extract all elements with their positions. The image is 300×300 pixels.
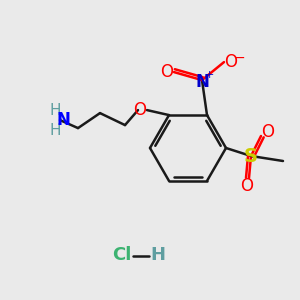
Text: O: O: [262, 123, 275, 141]
Text: N: N: [195, 73, 209, 91]
Text: H: H: [49, 123, 61, 138]
Text: O: O: [224, 53, 238, 71]
Text: O: O: [160, 63, 173, 81]
Text: H: H: [151, 246, 166, 264]
Text: −: −: [233, 51, 245, 65]
Text: N: N: [56, 111, 70, 129]
Text: O: O: [134, 101, 146, 119]
Text: +: +: [204, 70, 214, 80]
Text: H: H: [49, 103, 61, 118]
Text: Cl: Cl: [112, 246, 132, 264]
Text: O: O: [241, 177, 254, 195]
Text: S: S: [244, 146, 258, 166]
